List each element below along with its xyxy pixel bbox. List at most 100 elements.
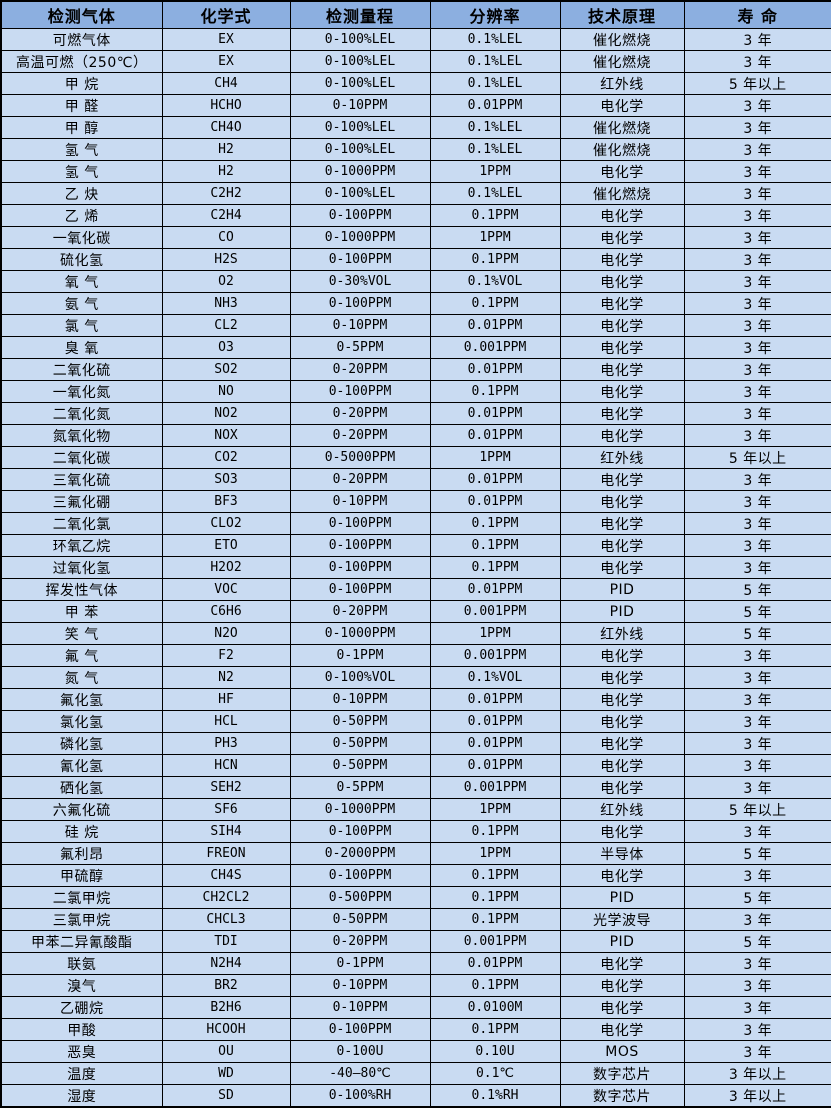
table-row: 硒化氢 SEH2 0-5PPM 0.001PPM 电化学 3 年 <box>0 776 831 799</box>
table-row: 氮氧化物 NOX 0-20PPM 0.01PPM 电化学 3 年 <box>0 424 831 447</box>
column-header-tech: 技术原理 <box>559 0 685 29</box>
cell-resolution: 0.1PPM <box>429 820 561 843</box>
cell-tech: 电化学 <box>559 974 685 997</box>
cell-gas: 氟 气 <box>0 644 163 667</box>
cell-gas: 六氟化硫 <box>0 798 163 821</box>
cell-range: 0-100%LEL <box>289 72 431 95</box>
cell-resolution: 0.1PPM <box>429 534 561 557</box>
cell-resolution: 0.1%LEL <box>429 28 561 51</box>
cell-gas: 氮 气 <box>0 666 163 689</box>
cell-tech: 数字芯片 <box>559 1062 685 1085</box>
cell-range: 0-10PPM <box>289 974 431 997</box>
cell-resolution: 0.01PPM <box>429 94 561 117</box>
cell-life: 5 年以上 <box>683 446 831 469</box>
table-row: 湿度 SD 0-100%RH 0.1%RH 数字芯片 3 年以上 <box>0 1084 831 1108</box>
cell-formula: FREON <box>161 842 291 865</box>
cell-formula: HCN <box>161 754 291 777</box>
table-row: 二氯甲烷 CH2CL2 0-500PPM 0.1PPM PID 5 年 <box>0 886 831 909</box>
cell-formula: H2 <box>161 138 291 161</box>
cell-resolution: 0.1PPM <box>429 556 561 579</box>
cell-gas: 臭 氧 <box>0 336 163 359</box>
cell-life: 3 年 <box>683 556 831 579</box>
cell-resolution: 0.1PPM <box>429 380 561 403</box>
cell-gas: 氢 气 <box>0 160 163 183</box>
cell-life: 3 年 <box>683 204 831 227</box>
cell-range: 0-100U <box>289 1040 431 1063</box>
cell-life: 3 年 <box>683 270 831 293</box>
cell-life: 3 年 <box>683 490 831 513</box>
cell-gas: 高温可燃（250℃） <box>0 50 163 73</box>
table-row: 氟 气 F2 0-1PPM 0.001PPM 电化学 3 年 <box>0 644 831 667</box>
cell-tech: 电化学 <box>559 270 685 293</box>
cell-life: 3 年以上 <box>683 1062 831 1085</box>
cell-life: 3 年 <box>683 666 831 689</box>
cell-life: 5 年 <box>683 578 831 601</box>
cell-life: 3 年 <box>683 28 831 51</box>
table-row: 甲 苯 C6H6 0-20PPM 0.001PPM PID 5 年 <box>0 600 831 623</box>
cell-tech: 电化学 <box>559 226 685 249</box>
cell-formula: BF3 <box>161 490 291 513</box>
table-row: 甲 烷 CH4 0-100%LEL 0.1%LEL 红外线 5 年以上 <box>0 72 831 95</box>
cell-tech: PID <box>559 600 685 623</box>
cell-tech: 电化学 <box>559 336 685 359</box>
cell-tech: MOS <box>559 1040 685 1063</box>
cell-life: 3 年 <box>683 336 831 359</box>
table-row: 甲硫醇 CH4S 0-100PPM 0.1PPM 电化学 3 年 <box>0 864 831 887</box>
cell-gas: 氟化氢 <box>0 688 163 711</box>
cell-life: 3 年 <box>683 754 831 777</box>
cell-gas: 联氨 <box>0 952 163 975</box>
cell-gas: 一氧化碳 <box>0 226 163 249</box>
table-row: 甲苯二异氰酸酯 TDI 0-20PPM 0.001PPM PID 5 年 <box>0 930 831 953</box>
cell-tech: 催化燃烧 <box>559 116 685 139</box>
table-row: 甲 醛 HCHO 0-10PPM 0.01PPM 电化学 3 年 <box>0 94 831 117</box>
cell-range: 0-20PPM <box>289 424 431 447</box>
cell-life: 3 年 <box>683 1040 831 1063</box>
table-row: 氢 气 H2 0-100%LEL 0.1%LEL 催化燃烧 3 年 <box>0 138 831 161</box>
cell-formula: N2H4 <box>161 952 291 975</box>
cell-formula: C6H6 <box>161 600 291 623</box>
cell-formula: CLO2 <box>161 512 291 535</box>
cell-formula: SD <box>161 1084 291 1108</box>
table-row: 三氟化硼 BF3 0-10PPM 0.01PPM 电化学 3 年 <box>0 490 831 513</box>
cell-gas: 氢 气 <box>0 138 163 161</box>
cell-formula: HCOOH <box>161 1018 291 1041</box>
cell-range: 0-20PPM <box>289 402 431 425</box>
cell-tech: 电化学 <box>559 644 685 667</box>
cell-life: 3 年 <box>683 644 831 667</box>
table-row: 三氯甲烷 CHCL3 0-50PPM 0.1PPM 光学波导 3 年 <box>0 908 831 931</box>
cell-tech: 电化学 <box>559 94 685 117</box>
cell-life: 5 年以上 <box>683 798 831 821</box>
cell-resolution: 0.1%LEL <box>429 50 561 73</box>
cell-life: 3 年 <box>683 424 831 447</box>
cell-resolution: 0.1PPM <box>429 204 561 227</box>
cell-tech: 电化学 <box>559 776 685 799</box>
cell-resolution: 0.1PPM <box>429 512 561 535</box>
cell-range: 0-50PPM <box>289 732 431 755</box>
cell-life: 5 年 <box>683 886 831 909</box>
table-row: 一氧化碳 CO 0-1000PPM 1PPM 电化学 3 年 <box>0 226 831 249</box>
cell-resolution: 1PPM <box>429 798 561 821</box>
cell-formula: OU <box>161 1040 291 1063</box>
cell-range: 0-100%LEL <box>289 28 431 51</box>
cell-range: 0-1PPM <box>289 644 431 667</box>
cell-range: 0-100%LEL <box>289 50 431 73</box>
cell-formula: O2 <box>161 270 291 293</box>
cell-tech: PID <box>559 886 685 909</box>
cell-gas: 二氯甲烷 <box>0 886 163 909</box>
table-body: 可燃气体 EX 0-100%LEL 0.1%LEL 催化燃烧 3 年高温可燃（250℃） E… <box>0 28 831 1108</box>
cell-range: 0-100PPM <box>289 248 431 271</box>
cell-gas: 乙硼烷 <box>0 996 163 1019</box>
cell-tech: 电化学 <box>559 314 685 337</box>
cell-resolution: 1PPM <box>429 622 561 645</box>
cell-resolution: 0.1PPM <box>429 886 561 909</box>
table-row: 氨 气 NH3 0-100PPM 0.1PPM 电化学 3 年 <box>0 292 831 315</box>
cell-resolution: 0.01PPM <box>429 424 561 447</box>
cell-gas: 硫化氢 <box>0 248 163 271</box>
cell-resolution: 1PPM <box>429 842 561 865</box>
cell-range: 0-5PPM <box>289 336 431 359</box>
cell-tech: 光学波导 <box>559 908 685 931</box>
cell-resolution: 0.001PPM <box>429 930 561 953</box>
cell-range: 0-100%VOL <box>289 666 431 689</box>
table-row: 硫化氢 H2S 0-100PPM 0.1PPM 电化学 3 年 <box>0 248 831 271</box>
cell-tech: 数字芯片 <box>559 1084 685 1108</box>
